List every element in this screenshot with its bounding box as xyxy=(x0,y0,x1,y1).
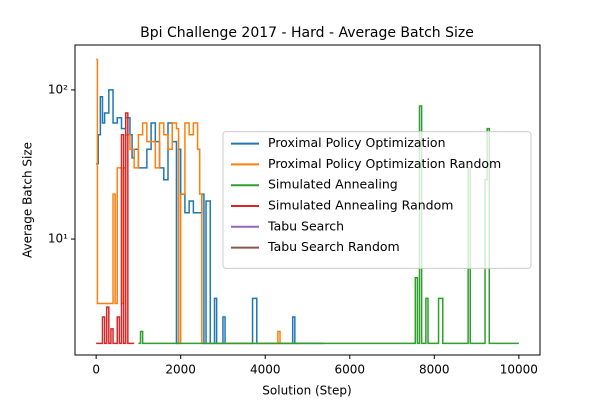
y-tick-label: 10¹ xyxy=(48,232,68,246)
x-tick-label: 0 xyxy=(92,363,100,377)
legend-label: Proximal Policy Optimization xyxy=(268,135,446,150)
y-tick-label: 10² xyxy=(48,82,68,96)
x-tick-label: 2000 xyxy=(165,363,196,377)
legend-label: Proximal Policy Optimization Random xyxy=(268,156,501,171)
legend: Proximal Policy Optimization Proximal Pol… xyxy=(222,131,532,269)
legend-label: Simulated Annealing Random xyxy=(268,198,453,213)
x-tick-label: 8000 xyxy=(419,363,450,377)
x-axis-label: Solution (Step) xyxy=(262,384,351,398)
legend-label: Tabu Search Random xyxy=(267,239,400,254)
x-tick-label: 10000 xyxy=(500,363,538,377)
chart-title: Bpi Challenge 2017 - Hard - Average Batc… xyxy=(140,25,474,41)
series-line xyxy=(96,112,135,345)
plot-lines xyxy=(96,58,519,345)
x-tick-label: 4000 xyxy=(250,363,281,377)
plot-frame xyxy=(74,44,541,356)
legend-label: Tabu Search xyxy=(267,218,344,233)
y-axis-label: Average Batch Size xyxy=(21,142,35,258)
legend-box xyxy=(222,131,532,269)
legend-label: Simulated Annealing xyxy=(268,177,398,192)
x-tick-label: 6000 xyxy=(334,363,365,377)
